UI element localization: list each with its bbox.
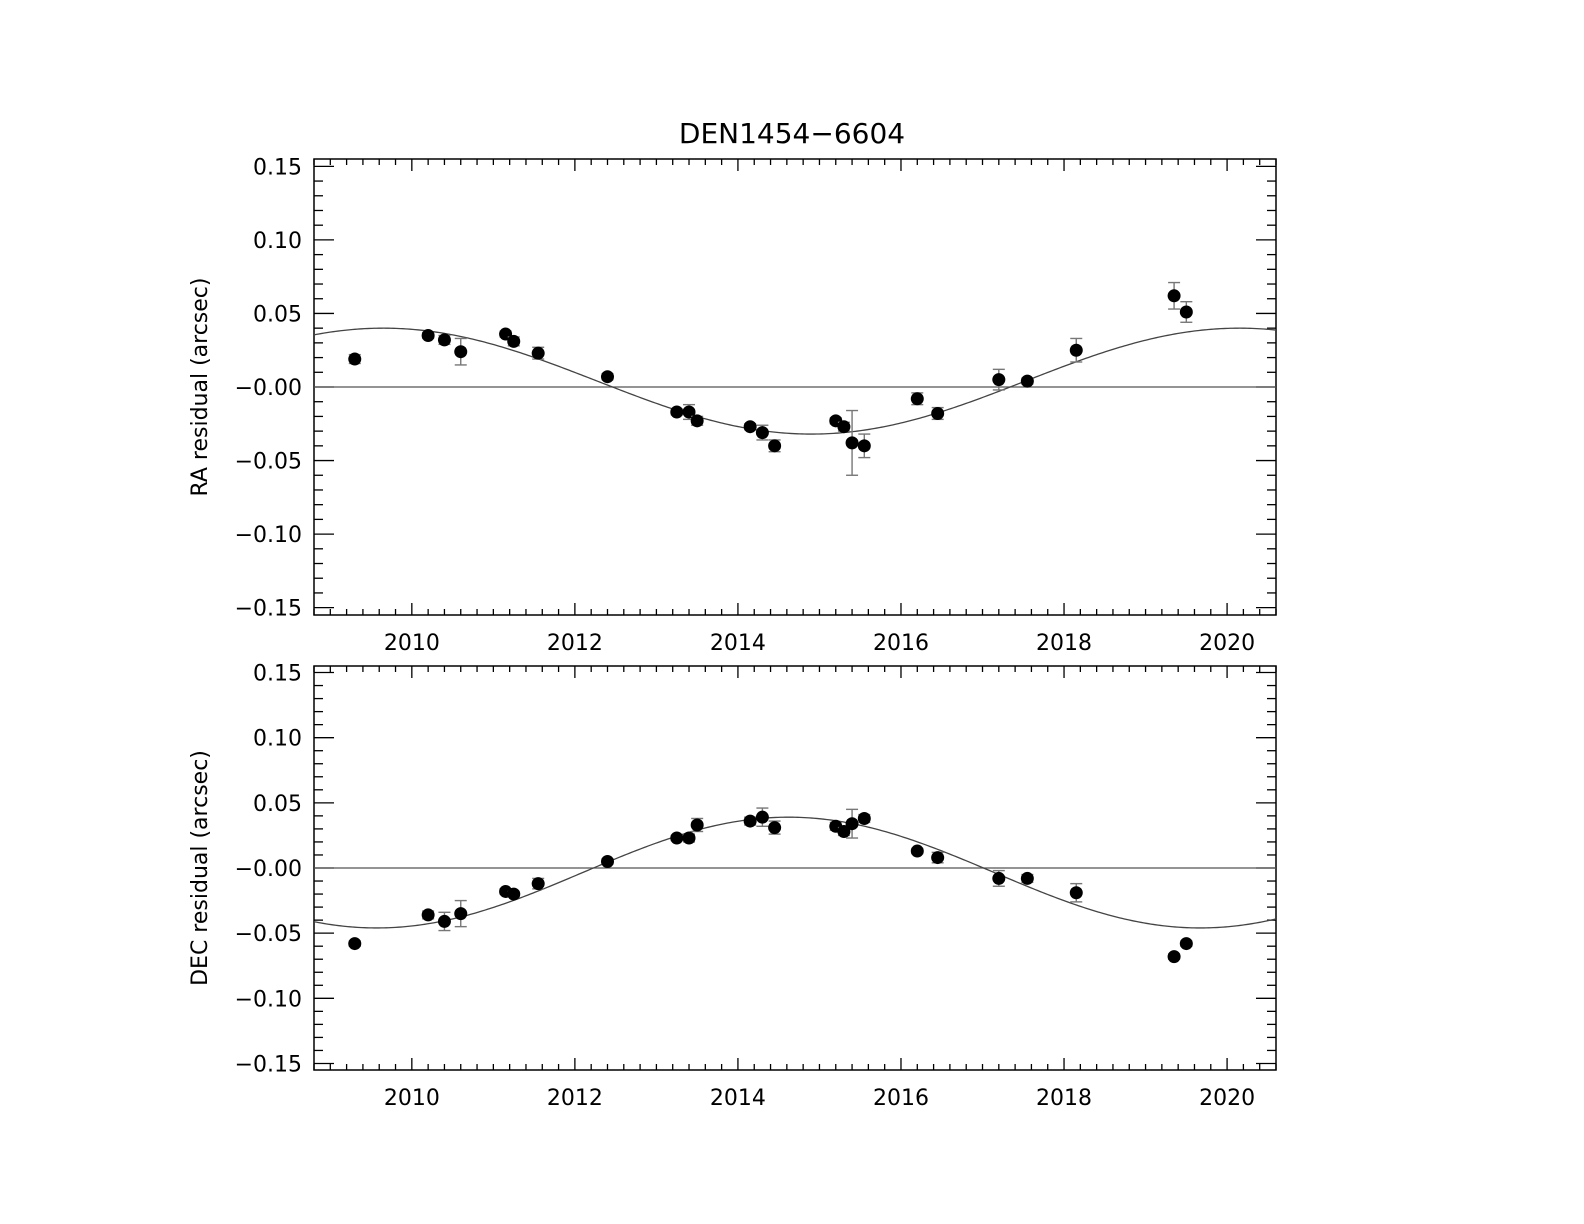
y-tick-label: 0.05 <box>253 302 302 327</box>
y-axis-label: RA residual (arcsec) <box>188 277 213 496</box>
data-point <box>1020 374 1034 388</box>
y-tick-label: 0.10 <box>253 727 302 752</box>
data-point <box>682 831 696 845</box>
data-point <box>421 908 435 922</box>
data-point <box>755 426 769 440</box>
x-tick-label: 2010 <box>384 631 440 656</box>
y-tick-label: −0.15 <box>235 1052 302 1077</box>
data-point <box>690 818 704 832</box>
data-point <box>837 420 851 434</box>
x-tick-label: 2016 <box>873 631 929 656</box>
data-point <box>857 439 871 453</box>
data-point <box>1020 871 1034 885</box>
x-tick-label: 2012 <box>547 1086 603 1111</box>
y-tick-label: −0.05 <box>235 922 302 947</box>
data-point <box>1179 937 1193 951</box>
data-point <box>1167 950 1181 964</box>
y-tick-label: −0.10 <box>235 987 302 1012</box>
x-tick-label: 2018 <box>1036 631 1092 656</box>
data-point <box>743 420 757 434</box>
data-point <box>437 333 451 347</box>
data-point <box>507 887 521 901</box>
y-tick-label: −0.10 <box>235 523 302 548</box>
data-point <box>507 334 521 348</box>
data-point <box>348 352 362 366</box>
y-tick-label: −0.05 <box>235 450 302 475</box>
data-point <box>421 329 435 343</box>
data-point <box>348 937 362 951</box>
data-point <box>600 854 614 868</box>
data-point <box>857 811 871 825</box>
data-point <box>845 436 859 450</box>
data-point <box>682 405 696 419</box>
y-tick-label: 0.15 <box>253 155 302 180</box>
data-point <box>531 346 545 360</box>
ra-residual-panel: 2010 2012 2014 2016 2018 2020 0.15 0.10 0.05 −0.0… <box>188 155 1277 656</box>
y-tick-label: −0.00 <box>235 857 302 882</box>
data-point <box>768 821 782 835</box>
chart-title: DEN1454−6604 <box>679 117 905 150</box>
y-tick-label: −0.00 <box>235 376 302 401</box>
data-point <box>531 877 545 891</box>
data-point <box>1179 305 1193 319</box>
x-tick-label: 2016 <box>873 1086 929 1111</box>
data-point <box>931 851 945 865</box>
data-point <box>454 345 468 359</box>
data-point <box>670 831 684 845</box>
data-point <box>1167 289 1181 303</box>
data-point <box>837 825 851 839</box>
data-point <box>437 914 451 928</box>
dec-residual-panel: 2010 2012 2014 2016 2018 2020 0.15 0.10 0.05 −0.0… <box>188 662 1277 1111</box>
y-tick-label: −0.15 <box>235 597 302 622</box>
data-point <box>1069 343 1083 357</box>
x-tick-label: 2012 <box>547 631 603 656</box>
x-tick-label: 2014 <box>710 631 766 656</box>
data-point <box>910 844 924 858</box>
x-tick-label: 2020 <box>1199 1086 1255 1111</box>
data-point <box>1069 886 1083 900</box>
data-point <box>690 414 704 428</box>
data-point <box>743 814 757 828</box>
model-curve <box>313 816 1277 929</box>
x-tick-label: 2020 <box>1199 631 1255 656</box>
data-point <box>670 405 684 419</box>
y-tick-label: 0.10 <box>253 229 302 254</box>
data-point <box>600 370 614 384</box>
data-point <box>910 392 924 406</box>
data-point <box>931 406 945 420</box>
y-tick-label: 0.05 <box>253 792 302 817</box>
data-point <box>768 439 782 453</box>
data-point <box>992 373 1006 387</box>
data-point <box>845 817 859 831</box>
model-curve <box>313 327 1277 435</box>
x-tick-label: 2014 <box>710 1086 766 1111</box>
x-tick-label: 2018 <box>1036 1086 1092 1111</box>
x-tick-label: 2010 <box>384 1086 440 1111</box>
y-tick-label: 0.15 <box>253 662 302 687</box>
data-point <box>755 810 769 824</box>
data-point <box>992 871 1006 885</box>
y-axis-label: DEC residual (arcsec) <box>188 750 213 986</box>
data-point <box>454 907 468 921</box>
